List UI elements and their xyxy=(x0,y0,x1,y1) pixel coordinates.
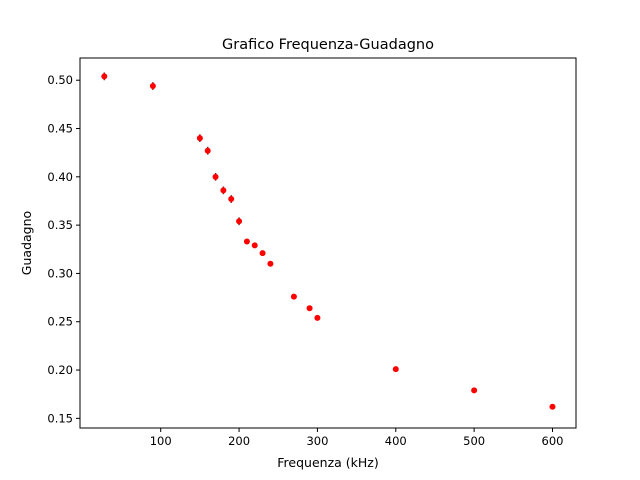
y-tick-label: 0.35 xyxy=(47,218,73,232)
data-point xyxy=(212,173,219,180)
y-tick-label: 0.15 xyxy=(47,411,73,425)
data-point xyxy=(471,387,478,394)
y-axis: 0.15 0.20 0.25 0.30 0.35 0.40 0.45 0.50 xyxy=(47,73,80,425)
y-tick-label: 0.45 xyxy=(47,122,73,136)
x-tick-label: 300 xyxy=(306,434,328,448)
data-point xyxy=(149,83,156,90)
y-tick-label: 0.40 xyxy=(47,170,73,184)
data-point xyxy=(314,314,321,321)
data-point xyxy=(228,196,235,203)
x-tick-label: 500 xyxy=(463,434,485,448)
x-tick-label: 100 xyxy=(150,434,172,448)
data-point xyxy=(196,135,203,142)
data-point xyxy=(220,187,227,194)
data-point xyxy=(101,73,108,80)
data-point xyxy=(306,305,313,312)
data-point xyxy=(290,293,297,300)
data-point xyxy=(243,238,250,245)
data-point xyxy=(251,242,258,249)
y-axis-label: Guadagno xyxy=(19,211,34,275)
plot-area-frame xyxy=(79,57,577,429)
data-point xyxy=(267,260,274,267)
data-points xyxy=(101,73,556,410)
x-axis: 100 200 300 400 500 600 xyxy=(150,428,564,448)
data-point xyxy=(392,366,399,373)
data-point xyxy=(259,250,266,257)
x-tick-label: 400 xyxy=(385,434,407,448)
data-point xyxy=(204,147,211,154)
data-point xyxy=(236,218,243,225)
y-tick-label: 0.20 xyxy=(47,363,73,377)
y-tick-label: 0.30 xyxy=(47,266,73,280)
y-tick-label: 0.50 xyxy=(47,73,73,87)
x-axis-label: Frequenza (kHz) xyxy=(277,455,378,470)
data-point xyxy=(549,403,556,410)
y-tick-label: 0.25 xyxy=(47,315,73,329)
chart-title: Grafico Frequenza-Guadagno xyxy=(222,37,434,53)
x-tick-label: 600 xyxy=(542,434,564,448)
x-tick-label: 200 xyxy=(228,434,250,448)
